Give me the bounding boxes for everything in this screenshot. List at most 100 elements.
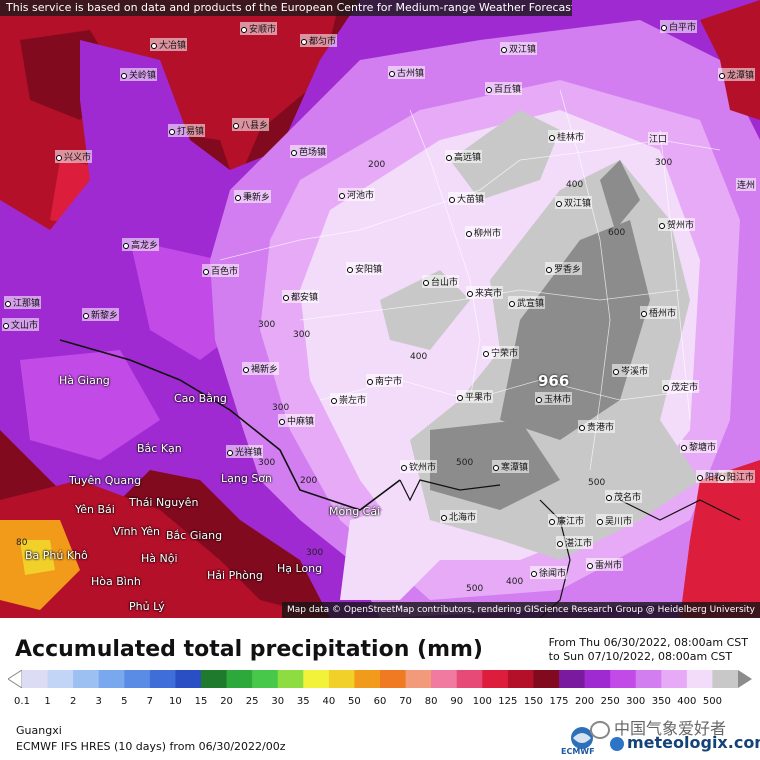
city-marker-icon xyxy=(235,194,241,201)
place-label: 桂林市 xyxy=(548,130,586,143)
contour-label: 300 xyxy=(258,458,276,468)
scale-tick-label: 70 xyxy=(399,696,412,707)
color-scale-labels: 0.1 1 2 3 5 7 10 15 20 25 30 35 40 50 60 70 80 90 100 125 15… xyxy=(0,696,760,710)
city-marker-icon xyxy=(241,26,247,33)
city-marker-icon xyxy=(661,24,667,31)
contour-label: 400 xyxy=(506,577,524,587)
scale-tick-label: 125 xyxy=(498,696,518,707)
city-marker-icon xyxy=(613,368,619,375)
scale-tick-label: 500 xyxy=(702,696,722,707)
place-label: 贵港市 xyxy=(578,420,616,433)
scale-tick-label: 3 xyxy=(95,696,102,707)
city-marker-icon xyxy=(641,310,647,317)
map-attribution[interactable]: Map data © OpenStreetMap contributors, r… xyxy=(282,602,760,618)
city-marker-icon xyxy=(347,266,353,273)
scale-swatch xyxy=(661,670,688,688)
meteologix-logo-icon xyxy=(610,736,624,751)
city-marker-icon xyxy=(3,322,9,329)
scale-underflow-arrow xyxy=(8,670,23,688)
scale-swatch xyxy=(47,670,74,688)
contour-label: 300 xyxy=(655,158,673,168)
scale-swatch xyxy=(226,670,253,688)
place-label: Phủ Lý xyxy=(129,600,165,613)
place-label: 宁荣市 xyxy=(482,346,520,359)
city-marker-icon xyxy=(151,42,157,49)
scale-tick-label: 60 xyxy=(373,696,387,707)
wechat-icon xyxy=(590,720,610,739)
contour-label: 300 xyxy=(293,330,311,340)
scale-tick-label: 150 xyxy=(523,696,543,707)
ecmwf-notice: This service is based on data and produc… xyxy=(0,0,572,16)
city-marker-icon xyxy=(441,514,447,521)
city-marker-icon xyxy=(279,418,285,425)
place-label: 白平市 xyxy=(660,20,698,33)
wechat-watermark: 中国气象爱好者 xyxy=(590,715,726,739)
place-label: 连州 xyxy=(736,178,757,191)
place-label: 徐闻市 xyxy=(530,566,568,579)
contour-label: 500 xyxy=(588,478,606,488)
city-marker-icon xyxy=(549,134,555,141)
scale-tick-label: 90 xyxy=(450,696,464,707)
scale-swatch xyxy=(507,670,534,688)
place-label: 钦州市 xyxy=(400,460,438,473)
city-marker-icon xyxy=(556,200,562,207)
place-label: 打易镇 xyxy=(168,124,206,137)
scale-swatch xyxy=(22,670,49,688)
scale-swatch xyxy=(252,670,279,688)
scale-swatch xyxy=(354,670,381,688)
city-marker-icon xyxy=(169,128,175,135)
city-marker-icon xyxy=(579,424,585,431)
place-label: 茂定市 xyxy=(662,380,700,393)
city-marker-icon xyxy=(606,494,612,501)
city-marker-icon xyxy=(486,86,492,93)
city-marker-icon xyxy=(549,518,555,525)
scale-swatch xyxy=(380,670,407,688)
place-label: 新黎乡 xyxy=(82,308,120,321)
place-label: 中麻镇 xyxy=(278,414,316,427)
place-label: 光祥镇 xyxy=(226,445,264,458)
place-label: 茂名市 xyxy=(605,490,643,503)
place-label: 廉江市 xyxy=(548,514,586,527)
place-label: 武宣镇 xyxy=(508,296,546,309)
city-marker-icon xyxy=(719,474,725,481)
ecmwf-logo-text: ECMWF xyxy=(561,747,595,756)
place-label: 贺州市 xyxy=(658,218,696,231)
city-marker-icon xyxy=(339,192,345,199)
place-label: 雷州市 xyxy=(586,558,624,571)
place-label: 双江镇 xyxy=(555,196,593,209)
scale-tick-label: 15 xyxy=(194,696,208,707)
scale-tick-label: 2 xyxy=(69,696,77,707)
contour-label: 400 xyxy=(410,352,428,362)
contour-label: 200 xyxy=(368,160,386,170)
place-label: Cao Bằng xyxy=(174,392,227,405)
city-marker-icon xyxy=(493,464,499,471)
contour-label: 300 xyxy=(258,320,276,330)
scale-swatch xyxy=(149,670,176,688)
scale-tick-label: 250 xyxy=(600,696,620,707)
city-marker-icon xyxy=(597,518,603,525)
city-marker-icon xyxy=(243,366,249,373)
scale-tick-label: 200 xyxy=(575,696,595,707)
scale-swatch xyxy=(328,670,355,688)
meteologix-brand[interactable]: meteologix.com xyxy=(610,733,760,752)
city-marker-icon xyxy=(283,294,289,301)
region-name: Guangxi xyxy=(16,724,62,737)
city-marker-icon xyxy=(536,396,542,403)
scale-tick-label: 100 xyxy=(472,696,492,707)
city-marker-icon xyxy=(227,449,233,456)
place-label: 兴义市 xyxy=(55,150,93,163)
place-label: Hòa Bình xyxy=(91,575,141,588)
scale-swatch xyxy=(405,670,432,688)
precipitation-map[interactable]: This service is based on data and produc… xyxy=(0,0,760,618)
scale-tick-label: 300 xyxy=(626,696,646,707)
valid-period: From Thu 06/30/2022, 08:00am CST to Sun … xyxy=(549,636,748,664)
place-label: Vĩnh Yên xyxy=(113,525,161,538)
city-marker-icon xyxy=(123,242,129,249)
place-label: 平果市 xyxy=(456,390,494,403)
scale-swatch xyxy=(431,670,458,688)
place-label: Hải Phòng xyxy=(207,569,263,582)
scale-swatch xyxy=(559,670,586,688)
place-label: 八县乡 xyxy=(232,118,270,131)
place-label: 高远镇 xyxy=(445,150,483,163)
scale-swatch xyxy=(73,670,100,688)
